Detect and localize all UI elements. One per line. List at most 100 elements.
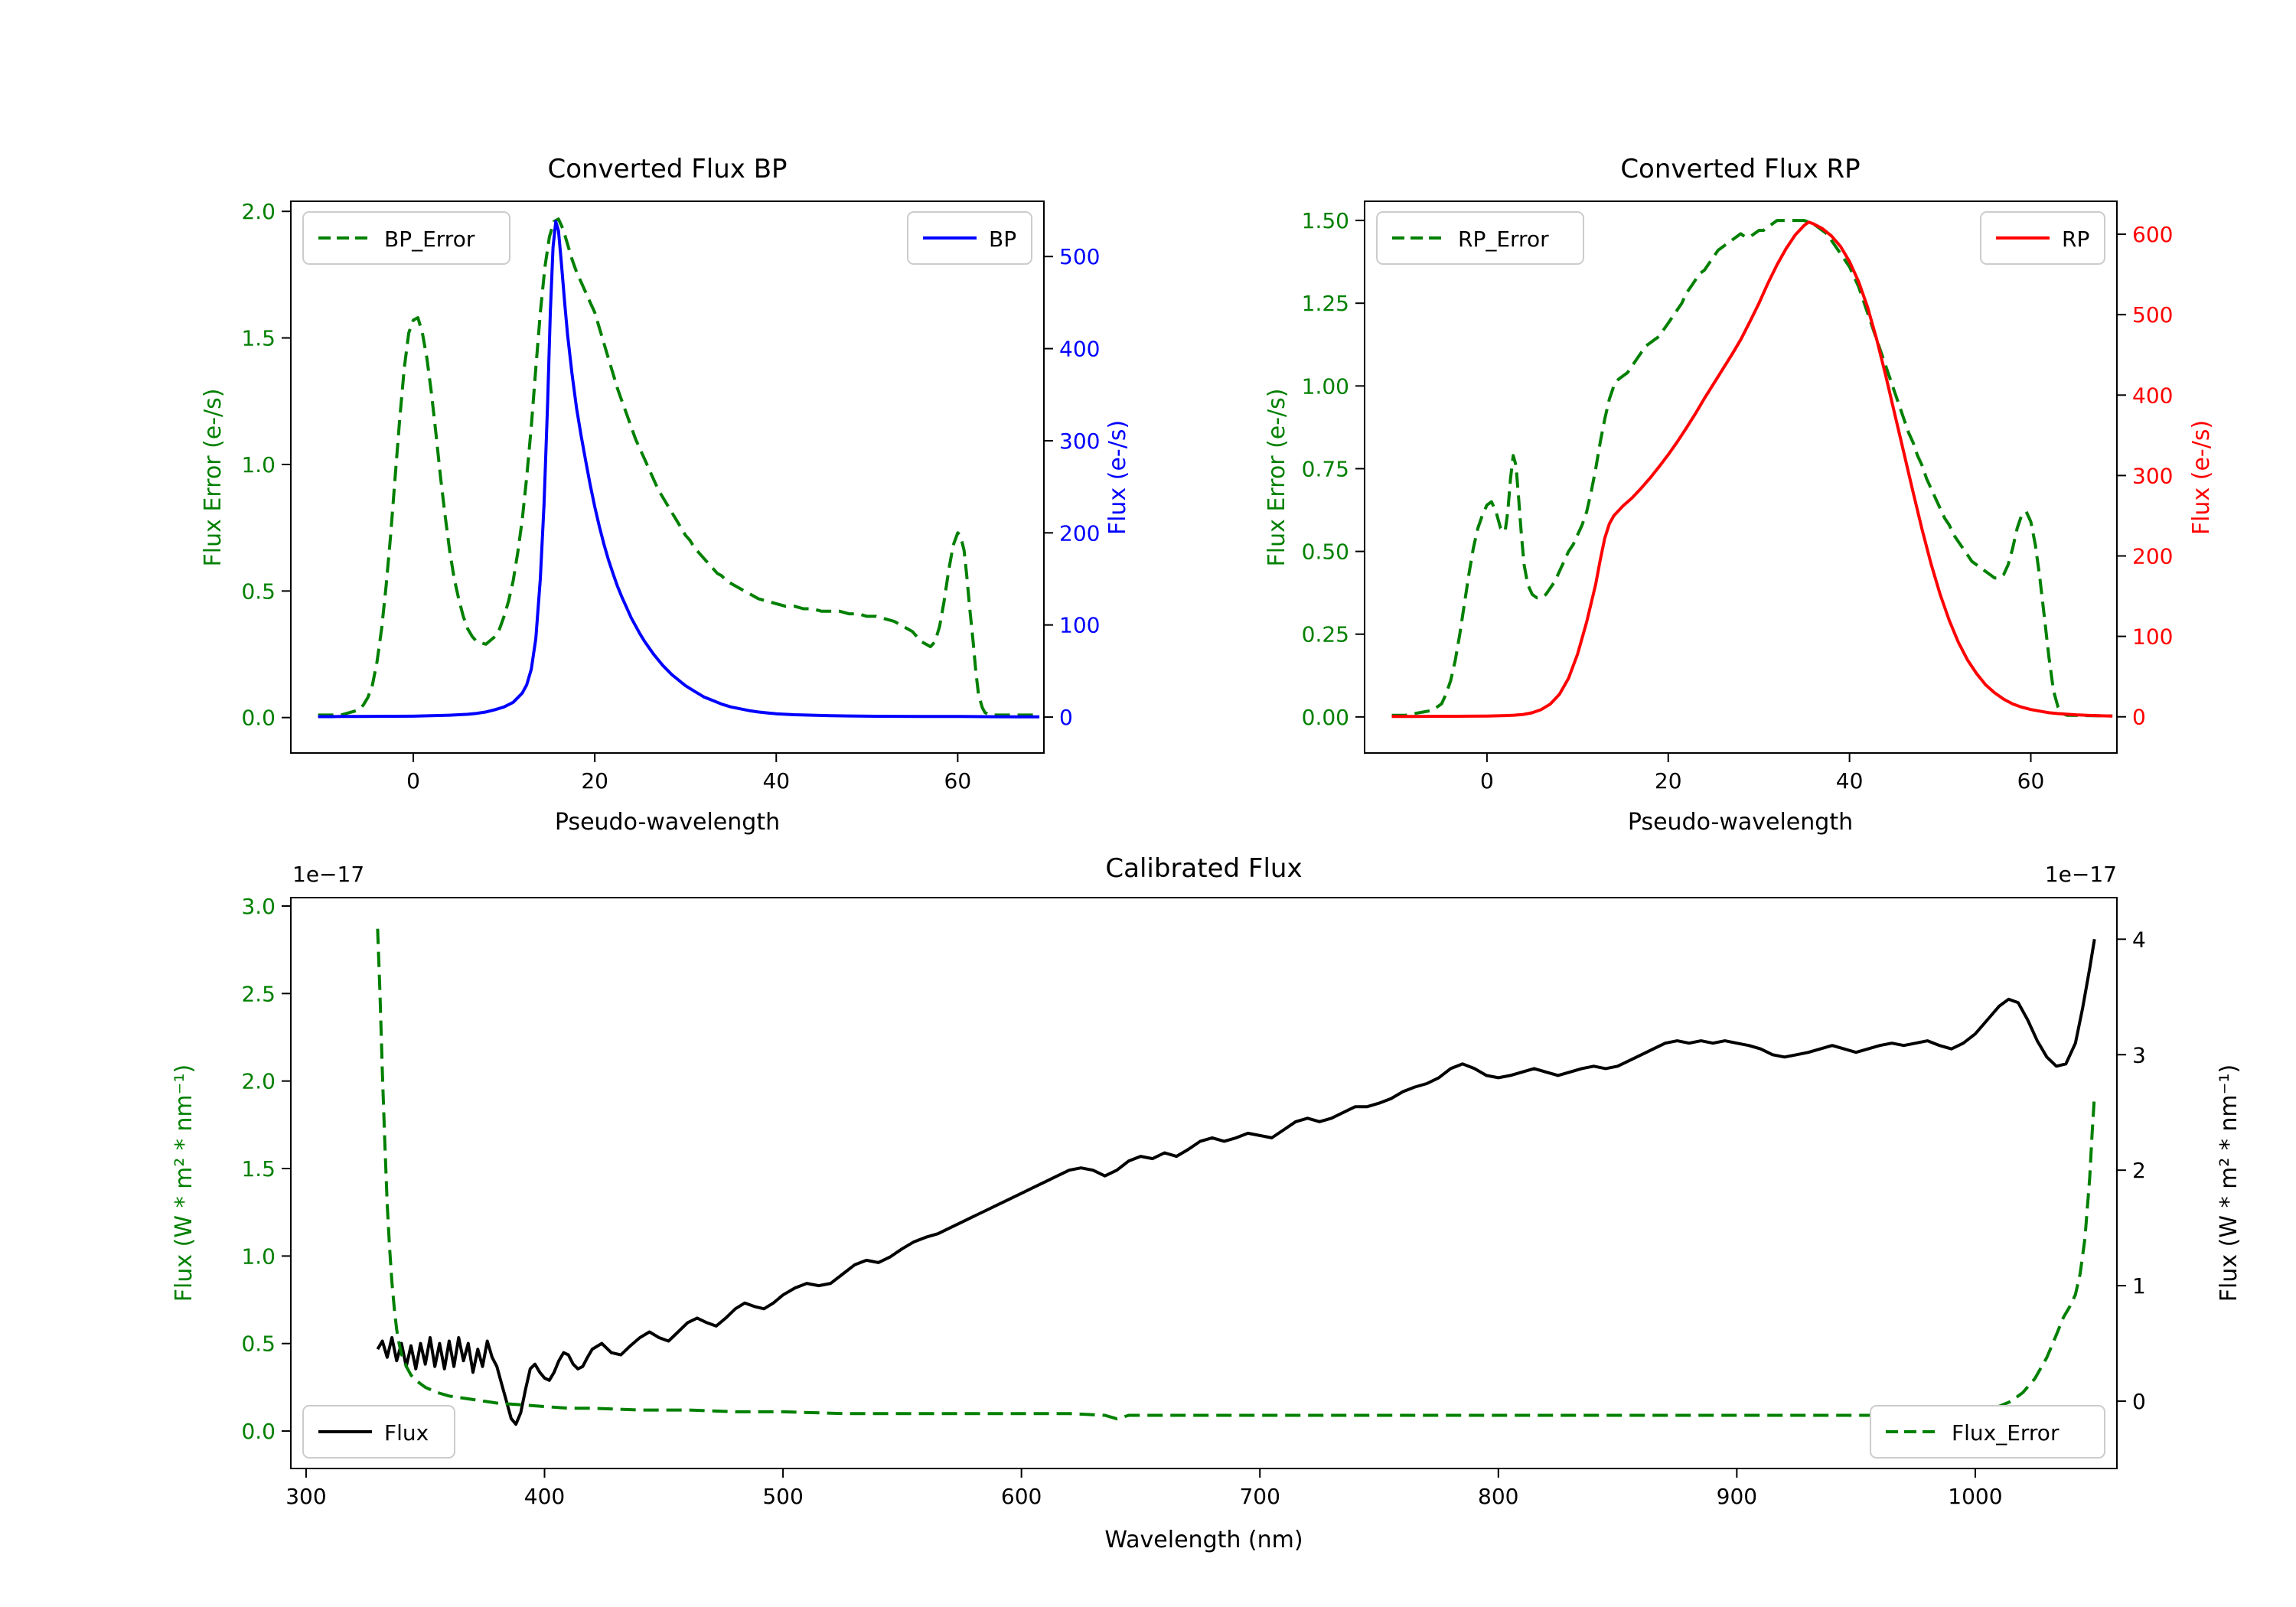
y-tick-label: 0 xyxy=(1059,705,1073,730)
y-tick-label: 200 xyxy=(2132,544,2173,569)
y-tick-label: 2.0 xyxy=(241,199,276,224)
series-Flux_Error xyxy=(376,928,2096,1421)
y-tick-label: 0.5 xyxy=(241,579,276,604)
y-tick-label: 500 xyxy=(2132,302,2173,328)
bp-yaxis-left-label: Flux Error (e-/s) xyxy=(200,389,227,567)
calibrated-chart-layer: 300 400 500 600 700 800 900 1000 0.0 0.5 1.0 1.5 2.0… xyxy=(241,894,2145,1509)
y-tick-label: 100 xyxy=(1059,613,1100,638)
y-tick-label: 1.0 xyxy=(241,1244,276,1269)
legend-box xyxy=(302,211,510,265)
x-tick-label: 900 xyxy=(1717,1484,1757,1509)
y-tick-label: 0 xyxy=(2132,1389,2146,1414)
x-tick-label: 400 xyxy=(524,1484,565,1509)
series-Flux xyxy=(376,938,2096,1426)
y-tick-label: 0.0 xyxy=(241,1419,276,1444)
y-tick-label: 0.0 xyxy=(241,706,276,731)
y-tick-label: 2 xyxy=(2132,1158,2146,1183)
calibrated-yaxis-right-label: Flux (W * m² * nm⁻¹) xyxy=(2216,1064,2242,1302)
series-BP_Error xyxy=(318,217,1040,717)
y-tick-label: 0.75 xyxy=(1302,456,1349,481)
cal-x-axis: 300 400 500 600 700 800 900 1000 xyxy=(285,1468,2003,1509)
rp-title: Converted Flux RP xyxy=(1620,154,1860,184)
y-tick-label: 1.0 xyxy=(241,452,276,478)
rp-x-axis: 0 20 40 60 xyxy=(1480,753,2044,794)
y-tick-label: 0.5 xyxy=(241,1332,276,1357)
rp-yaxis-left-label: Flux Error (e-/s) xyxy=(1264,389,1290,567)
y-tick-label: 400 xyxy=(2132,383,2173,408)
bp-axes-spines xyxy=(290,200,1045,754)
y-tick-label: 0.00 xyxy=(1302,705,1349,730)
x-tick-label: 0 xyxy=(1480,768,1494,794)
x-tick-label: 300 xyxy=(285,1484,326,1509)
y-tick-label: 2.5 xyxy=(241,981,276,1006)
x-tick-label: 60 xyxy=(944,768,972,794)
x-tick-label: 20 xyxy=(1655,768,1682,794)
bp-series-group xyxy=(318,217,1040,719)
legend-label: BP_Error xyxy=(384,227,475,252)
x-tick-label: 500 xyxy=(762,1484,803,1509)
legend-box xyxy=(1376,211,1584,265)
legend-box xyxy=(1870,1405,2105,1459)
x-tick-label: 40 xyxy=(1836,768,1864,794)
calibrated-right-offset-text: 1e−17 xyxy=(2045,862,2117,887)
y-tick-label: 300 xyxy=(1059,429,1100,454)
rp-yaxis-right-label: Flux (e-/s) xyxy=(2188,420,2215,535)
calibrated-left-offset-text: 1e−17 xyxy=(292,862,364,887)
legend-label: RP_Error xyxy=(1458,227,1549,252)
calibrated-yaxis-left-label: Flux (W * m² * nm⁻¹) xyxy=(171,1064,197,1302)
legend-BP_Error: BP_Error xyxy=(302,211,510,265)
rp-xaxis-label: Pseudo-wavelength xyxy=(1628,809,1853,836)
y-tick-label: 0.25 xyxy=(1302,622,1349,647)
x-tick-label: 1000 xyxy=(1948,1484,2002,1509)
cal-series-group xyxy=(376,928,2096,1426)
rp-axes-spines xyxy=(1364,200,2118,754)
legend-Flux: Flux xyxy=(302,1405,455,1459)
series-BP xyxy=(318,220,1040,719)
y-tick-label: 100 xyxy=(2132,624,2173,650)
legend-BP: BP xyxy=(907,211,1032,265)
bp-title: Converted Flux BP xyxy=(547,154,787,184)
y-tick-label: 300 xyxy=(2132,463,2173,488)
x-tick-label: 600 xyxy=(1001,1484,1042,1509)
legend-label: Flux xyxy=(384,1420,429,1446)
cal-y-axis-left: 0.0 0.5 1.0 1.5 2.0 2.5 3.0 xyxy=(241,894,291,1444)
bp-x-axis: 0 20 40 60 xyxy=(406,753,971,794)
y-tick-label: 1.25 xyxy=(1302,291,1349,316)
y-tick-label: 1.00 xyxy=(1302,373,1349,399)
y-tick-label: 500 xyxy=(1059,244,1100,269)
legend-label: Flux_Error xyxy=(1952,1420,2060,1446)
bp-xaxis-label: Pseudo-wavelength xyxy=(555,809,780,836)
y-tick-label: 1.5 xyxy=(241,1156,276,1182)
y-tick-label: 600 xyxy=(2132,222,2173,247)
bp-y-axis-left: 0.0 0.5 1.0 1.5 2.0 xyxy=(241,199,291,731)
calibrated-xaxis-label: Wavelength (nm) xyxy=(1104,1527,1303,1553)
bp-yaxis-right-label: Flux (e-/s) xyxy=(1104,420,1131,535)
series-RP_Error xyxy=(1391,219,2113,718)
legend-RP: RP xyxy=(1980,211,2105,265)
calibrated-title: Calibrated Flux xyxy=(1105,853,1302,884)
rp-y-axis-right: 0 100 200 300 400 500 600 xyxy=(2117,222,2173,730)
y-tick-label: 0 xyxy=(2132,705,2146,730)
cal-y-axis-right: 0 1 2 3 4 xyxy=(2117,927,2146,1414)
y-tick-label: 4 xyxy=(2132,927,2146,952)
legend-Flux_Error: Flux_Error xyxy=(1870,1405,2105,1459)
legend-label: BP xyxy=(989,227,1016,252)
cal-axes-spines xyxy=(290,897,2118,1469)
rp-chart-layer: 0 20 40 60 0.00 0.25 0.50 0.75 1.00 1.25 1.50 0 100 2… xyxy=(1302,200,2173,794)
rp-y-axis-left: 0.00 0.25 0.50 0.75 1.00 1.25 1.50 xyxy=(1302,208,1365,730)
x-tick-label: 40 xyxy=(762,768,790,794)
y-tick-label: 200 xyxy=(1059,520,1100,546)
x-tick-label: 20 xyxy=(581,768,608,794)
y-tick-label: 3 xyxy=(2132,1042,2146,1068)
x-tick-label: 0 xyxy=(406,768,420,794)
bp-chart-layer: 0 20 40 60 0.0 0.5 1.0 1.5 2.0 0 100 200 300 400 500 BP… xyxy=(241,199,1100,794)
y-tick-label: 400 xyxy=(1059,337,1100,362)
x-tick-label: 700 xyxy=(1239,1484,1280,1509)
x-tick-label: 60 xyxy=(2017,768,2045,794)
y-tick-label: 1.50 xyxy=(1302,208,1349,233)
y-tick-label: 2.0 xyxy=(241,1069,276,1094)
legend-RP_Error: RP_Error xyxy=(1376,211,1584,265)
y-tick-label: 3.0 xyxy=(241,894,276,919)
